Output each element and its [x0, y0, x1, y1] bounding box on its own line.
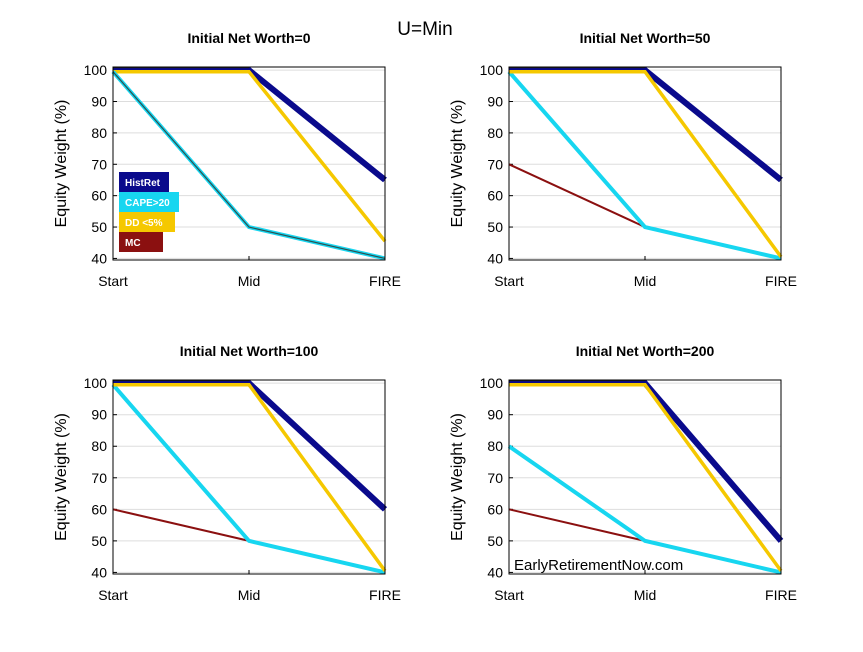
y-tick-label: 60 — [91, 501, 107, 517]
subplot-title: Initial Net Worth=200 — [576, 343, 715, 359]
y-tick-label: 80 — [487, 438, 503, 454]
axes-frame — [112, 379, 386, 575]
y-tick-label: 60 — [91, 188, 107, 204]
x-tick-label: Start — [98, 587, 128, 603]
legend-swatch — [119, 232, 163, 252]
x-tick-label: FIRE — [765, 273, 797, 289]
x-tick-label: FIRE — [765, 587, 797, 603]
y-tick-label: 90 — [487, 94, 503, 110]
y-tick-label: 90 — [91, 94, 107, 110]
y-tick-label: 40 — [487, 250, 503, 266]
y-tick-label: 70 — [91, 156, 107, 172]
x-tick-label: FIRE — [369, 587, 401, 603]
y-tick-label: 50 — [91, 219, 107, 235]
y-tick-label: 80 — [91, 125, 107, 141]
series-line-dd5 — [113, 382, 387, 572]
legend-label: DD <5% — [125, 218, 163, 229]
subplot-title: Initial Net Worth=0 — [187, 30, 310, 46]
y-tick-label: 80 — [487, 125, 503, 141]
legend-swatch — [119, 192, 179, 212]
series-line-dd5 — [113, 69, 387, 243]
y-tick-label: 70 — [487, 470, 503, 486]
subplot-2: 40 50 60 70 80 90 100 Start Mid FIRE Initial Net W… — [449, 30, 797, 289]
y-tick-label: 50 — [487, 219, 503, 235]
series-line-mc-overlay — [112, 71, 386, 260]
y-tick-label: 90 — [91, 407, 107, 423]
x-tick-label: Mid — [634, 587, 657, 603]
y-axis-label: Equity Weight (%) — [53, 413, 70, 541]
x-tick-label: Start — [494, 587, 524, 603]
watermark: EarlyRetirementNow.com — [514, 557, 683, 574]
y-axis-label: Equity Weight (%) — [449, 100, 466, 228]
axes-frame — [508, 66, 782, 261]
plot-area — [509, 67, 781, 260]
plot-area — [113, 380, 385, 574]
legend-swatch — [119, 172, 169, 192]
x-tick-label: Start — [98, 273, 128, 289]
y-tick-label: 80 — [91, 438, 107, 454]
subplot-1: 40 50 60 70 80 90 100 Start Mid FIRE Initial Net W… — [53, 30, 401, 289]
x-tick-label: FIRE — [369, 273, 401, 289]
x-tick-label: Mid — [238, 273, 261, 289]
y-axis-label: Equity Weight (%) — [53, 100, 70, 228]
series-line-dd5 — [509, 382, 783, 572]
y-tick-label: 40 — [487, 564, 503, 580]
x-tick-label: Mid — [634, 273, 657, 289]
subplot-3: 40 50 60 70 80 90 100 Start Mid FIRE Initial Net W… — [53, 343, 401, 603]
x-tick-label: Mid — [238, 587, 261, 603]
legend-label: MC — [125, 238, 141, 249]
y-tick-label: 70 — [91, 470, 107, 486]
axes-frame — [508, 379, 782, 575]
y-tick-label: 90 — [487, 407, 503, 423]
series-line-cape20 — [111, 383, 386, 575]
y-tick-label: 100 — [84, 62, 108, 78]
axes-frame — [112, 66, 386, 261]
y-tick-label: 50 — [487, 533, 503, 549]
subplot-title: Initial Net Worth=50 — [580, 30, 711, 46]
series-line-dd5 — [509, 69, 783, 258]
legend: HistRet CAPE>20 DD <5% MC — [119, 172, 179, 252]
legend-swatch — [119, 212, 175, 232]
figure-suptitle: U=Min — [397, 19, 452, 40]
x-tick-label: Start — [494, 273, 524, 289]
y-axis-label: Equity Weight (%) — [449, 413, 466, 541]
y-tick-label: 40 — [91, 564, 107, 580]
legend-label: CAPE>20 — [125, 198, 170, 209]
y-tick-label: 70 — [487, 156, 503, 172]
y-tick-label: 60 — [487, 501, 503, 517]
series-line-cape20 — [507, 444, 782, 575]
y-tick-label: 50 — [91, 533, 107, 549]
y-tick-label: 60 — [487, 188, 503, 204]
y-tick-label: 100 — [84, 375, 108, 391]
subplot-4: 40 50 60 70 80 90 100 Start Mid FIRE Initial Net W… — [449, 343, 797, 603]
subplot-title: Initial Net Worth=100 — [180, 343, 319, 359]
y-tick-label: 100 — [480, 375, 504, 391]
y-tick-label: 100 — [480, 62, 504, 78]
series-line-cape20 — [507, 70, 782, 261]
y-tick-label: 40 — [91, 250, 107, 266]
legend-label: HistRet — [125, 178, 161, 189]
